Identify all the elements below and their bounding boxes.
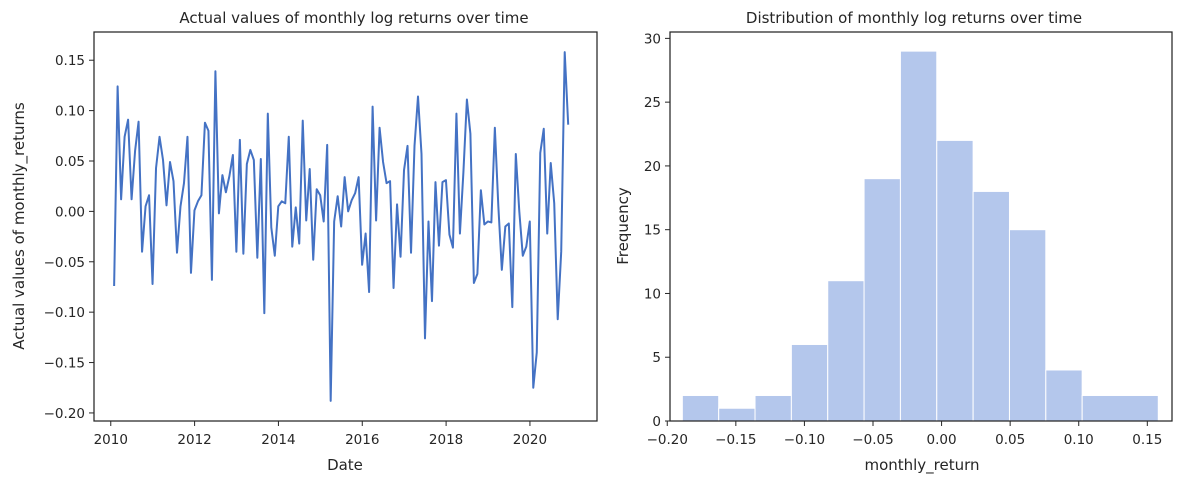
histogram-y-label: Frequency (614, 187, 632, 265)
histogram-bar (681, 394, 720, 422)
hist-x-tick-label: 0.00 (927, 432, 957, 448)
line-chart-y-label: Actual values of monthly_returns (10, 102, 29, 350)
line-x-tick-label: 2010 (94, 432, 128, 448)
histogram-frame (669, 31, 1173, 422)
histogram-bar (790, 343, 829, 422)
histogram-bars (681, 50, 1159, 422)
line-chart-y-axis: −0.20 −0.15 −0.10 −0.05 0.00 0.05 0.10 0.15 (44, 53, 94, 422)
histogram-bar (754, 394, 792, 422)
histogram-bar (827, 280, 865, 422)
line-chart-x-axis: 2010 2012 2014 2016 2018 2020 (94, 421, 547, 448)
line-x-tick-label: 2014 (261, 432, 295, 448)
hist-x-tick-label: 0.05 (995, 432, 1025, 448)
histogram-bar (972, 190, 1010, 422)
line-y-tick-label: −0.05 (44, 255, 85, 271)
line-y-tick-label: 0.05 (55, 154, 85, 170)
hist-y-tick-label: 25 (644, 95, 661, 111)
hist-y-tick-label: 5 (652, 350, 661, 366)
hist-y-tick-label: 10 (644, 286, 661, 302)
hist-y-tick-label: 0 (652, 414, 661, 430)
histogram-bar (899, 50, 938, 422)
line-chart-title: Actual values of monthly log returns ove… (179, 9, 528, 27)
line-y-tick-label: 0.10 (55, 104, 85, 120)
line-y-tick-label: −0.20 (44, 406, 85, 422)
hist-y-tick-label: 15 (644, 223, 661, 239)
hist-x-tick-label: −0.10 (784, 432, 825, 448)
hist-y-tick-label: 30 (644, 31, 661, 47)
histogram-bar (863, 178, 901, 422)
histogram-bar (718, 407, 756, 422)
hist-x-tick-label: 0.15 (1132, 432, 1162, 448)
line-y-tick-label: −0.15 (44, 356, 85, 372)
line-y-tick-label: 0.00 (55, 204, 85, 220)
hist-x-tick-label: −0.05 (852, 432, 893, 448)
hist-x-tick-label: −0.20 (647, 432, 688, 448)
histogram-title: Distribution of monthly log returns over… (746, 9, 1082, 27)
histogram-bar (1045, 369, 1083, 422)
hist-x-tick-label: 0.10 (1064, 432, 1094, 448)
line-chart-panel: Actual values of monthly log returns ove… (10, 9, 598, 474)
monthly-returns-line (113, 51, 570, 402)
histogram-y-axis: 0 5 10 15 20 25 30 (644, 31, 670, 430)
line-y-tick-label: −0.10 (44, 305, 85, 321)
line-chart-x-label: Date (327, 456, 363, 474)
hist-x-tick-label: −0.15 (715, 432, 756, 448)
line-y-tick-label: 0.15 (55, 53, 85, 69)
histogram-bar (936, 139, 974, 422)
hist-y-tick-label: 20 (644, 159, 661, 175)
histogram-x-axis: −0.20 −0.15 −0.10 −0.05 0.00 0.05 0.10 0.15 (647, 421, 1162, 448)
line-x-tick-label: 2012 (177, 432, 211, 448)
line-x-tick-label: 2016 (345, 432, 379, 448)
histogram-x-label: monthly_return (864, 456, 979, 475)
histogram-bar (1008, 229, 1047, 422)
histogram-panel: Distribution of monthly log returns over… (614, 9, 1173, 475)
histogram-bar (1081, 394, 1159, 422)
line-x-tick-label: 2018 (429, 432, 463, 448)
line-chart-frame (93, 31, 598, 422)
line-x-tick-label: 2020 (513, 432, 547, 448)
